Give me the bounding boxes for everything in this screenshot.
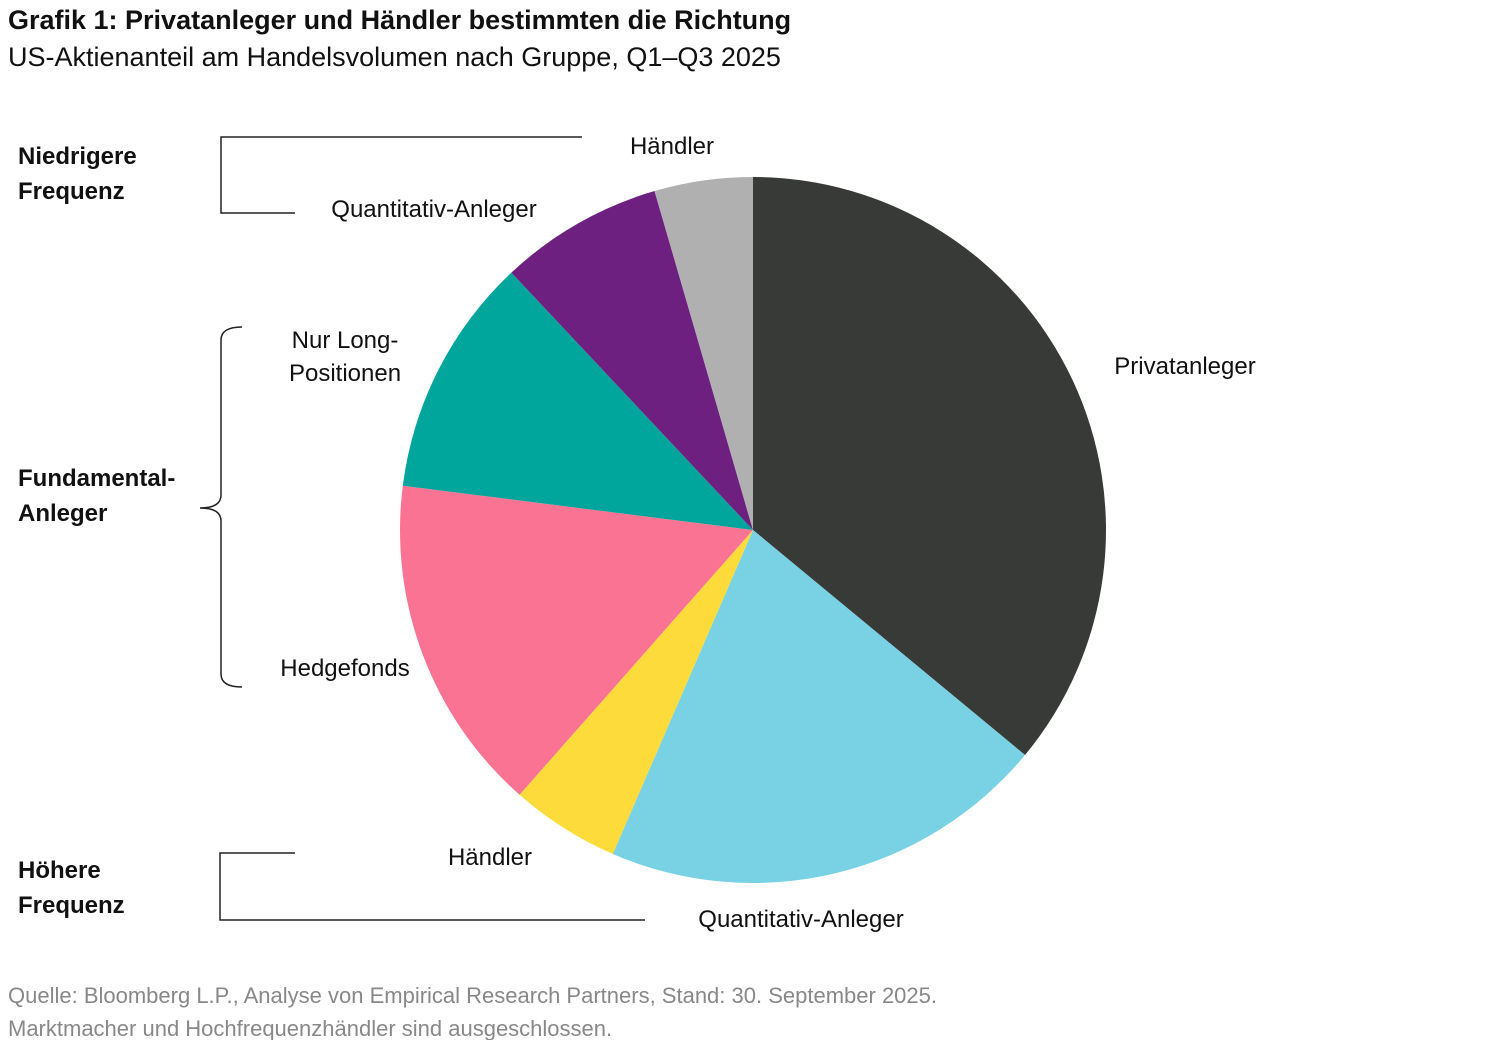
slice-label: Hedgefonds bbox=[280, 655, 410, 682]
pie-slice bbox=[402, 272, 753, 530]
source-note: Marktmacher und Hochfrequenzhändler sind… bbox=[8, 1016, 613, 1040]
pie-slice bbox=[400, 485, 753, 795]
slice-label: Händler bbox=[447, 844, 533, 871]
group-label: Fundamental- Anleger bbox=[18, 465, 176, 527]
slice-label: Nur Long- Positionen bbox=[288, 327, 402, 387]
pie-slice bbox=[511, 191, 753, 530]
pie-slice bbox=[753, 177, 1106, 756]
pie-slice bbox=[612, 530, 1025, 883]
chart-title: Grafik 1: Privatanleger und Händler best… bbox=[8, 5, 792, 35]
slice-label: Händler bbox=[629, 133, 715, 160]
slice-label: Quantitativ-Anleger bbox=[698, 906, 904, 933]
group-label: Niedrigere Frequenz bbox=[18, 143, 137, 205]
bracket bbox=[219, 852, 645, 921]
source-note: Quelle: Bloomberg L.P., Analyse von Empi… bbox=[8, 983, 937, 1008]
slice-label: Quantitativ-Anleger bbox=[331, 196, 537, 223]
slice-label: Privatanleger bbox=[1114, 353, 1256, 380]
group-label: Höhere Frequenz bbox=[18, 857, 125, 919]
chart-subtitle: US-Aktienanteil am Handelsvolumen nach G… bbox=[8, 42, 781, 72]
pie-slice bbox=[519, 530, 753, 854]
brace bbox=[199, 326, 243, 688]
pie-slice bbox=[654, 177, 753, 530]
bracket bbox=[220, 136, 582, 214]
